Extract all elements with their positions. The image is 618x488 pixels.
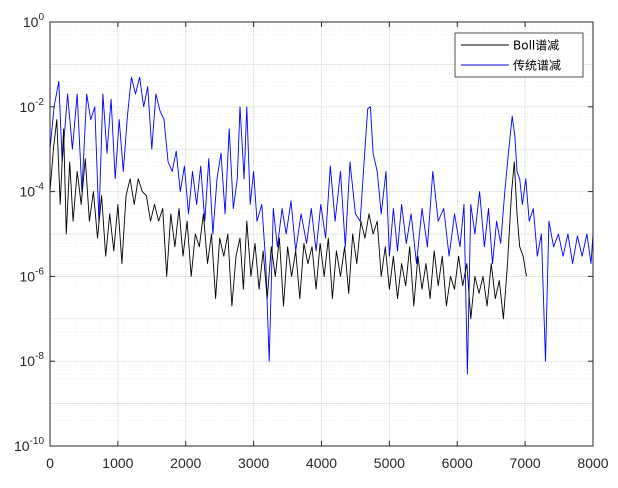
x-tick-labels: 0 1000 2000 3000 4000 5000 6000 7000 8000 [46, 455, 609, 471]
plot-area [49, 21, 594, 447]
y-tick-label: 10-4 [20, 182, 45, 200]
x-tick-label: 2000 [170, 455, 201, 471]
legend-label-boll: Boll谱减 [513, 39, 559, 53]
y-tick-label: 10-8 [20, 351, 45, 369]
x-tick-label: 3000 [238, 455, 269, 471]
x-tick-label: 4000 [306, 455, 337, 471]
x-tick-label: 8000 [577, 455, 608, 471]
series-layer [49, 76, 594, 375]
minor-grid [50, 23, 593, 434]
x-tick-label: 1000 [102, 455, 133, 471]
y-tick-label: 100 [23, 12, 45, 30]
legend-box [454, 32, 584, 78]
legend-label-traditional: 传统谱减 [513, 58, 561, 73]
series-line-boll [49, 119, 527, 320]
ticks [49, 21, 594, 447]
series-line-traditional [49, 76, 594, 375]
y-tick-label: 10-2 [20, 97, 45, 115]
y-tick-labels: 100 10-2 10-4 10-6 10-8 10-10 [14, 12, 44, 454]
x-tick-label: 7000 [510, 455, 541, 471]
y-tick-label: 10-10 [14, 436, 44, 454]
legend: Boll谱减 传统谱减 [454, 32, 584, 78]
x-tick-label: 5000 [374, 455, 405, 471]
y-tick-label: 10-6 [20, 266, 45, 284]
x-tick-label: 6000 [442, 455, 473, 471]
x-tick-label: 0 [46, 455, 54, 471]
